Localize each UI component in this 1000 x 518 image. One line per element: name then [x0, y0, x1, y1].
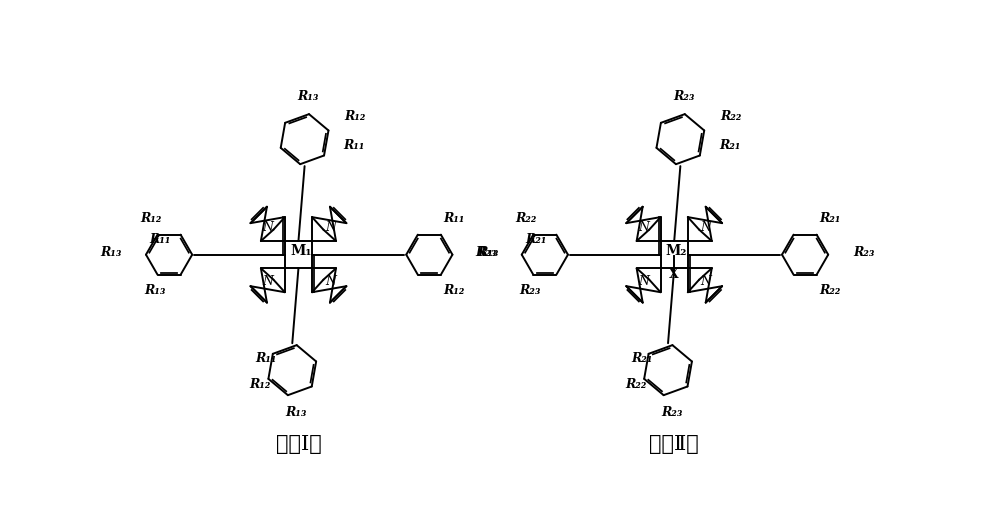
- Text: R₂₃: R₂₃: [674, 90, 695, 103]
- Text: R₂₃: R₂₃: [476, 246, 497, 259]
- Text: N: N: [638, 276, 649, 289]
- Text: R₂₃: R₂₃: [520, 284, 541, 297]
- Text: N: N: [325, 276, 336, 289]
- Text: R₁₁: R₁₁: [343, 139, 364, 152]
- Text: R₁₁: R₁₁: [149, 233, 171, 246]
- Text: R₂₂: R₂₂: [516, 212, 537, 225]
- Text: N: N: [263, 276, 274, 289]
- Text: R₁₃: R₁₃: [477, 246, 498, 259]
- Text: R₁₃: R₁₃: [144, 284, 165, 297]
- Text: R₂₁: R₂₁: [525, 233, 546, 246]
- Text: M₂: M₂: [666, 244, 687, 258]
- Text: R₁₂: R₁₂: [443, 284, 465, 297]
- Text: R₂₁: R₂₁: [819, 212, 840, 225]
- Text: R₁₁: R₁₁: [256, 352, 277, 365]
- Text: N: N: [263, 221, 274, 234]
- Text: M₁: M₁: [290, 244, 312, 258]
- Text: X: X: [669, 268, 679, 281]
- Text: R₂₂: R₂₂: [625, 378, 646, 391]
- Text: R₁₁: R₁₁: [443, 212, 465, 225]
- Text: N: N: [701, 276, 712, 289]
- Text: R₁₃: R₁₃: [100, 246, 121, 259]
- Text: 式（Ⅱ）: 式（Ⅱ）: [649, 435, 699, 454]
- Text: R₁₃: R₁₃: [285, 406, 307, 419]
- Text: R₂₃: R₂₃: [661, 406, 683, 419]
- Text: R₂₁: R₂₁: [631, 352, 653, 365]
- Text: R₂₃: R₂₃: [853, 246, 874, 259]
- Text: 式（Ⅰ）: 式（Ⅰ）: [276, 435, 321, 454]
- Text: N: N: [701, 221, 712, 234]
- Text: N: N: [638, 221, 649, 234]
- Text: N: N: [325, 221, 336, 234]
- Text: R₁₂: R₁₂: [345, 110, 366, 123]
- Text: R₂₂: R₂₂: [720, 110, 742, 123]
- Text: R₂₂: R₂₂: [819, 284, 840, 297]
- Text: R₂₁: R₂₁: [719, 139, 740, 152]
- Text: R₁₃: R₁₃: [298, 90, 319, 103]
- Text: R₁₂: R₁₂: [249, 378, 271, 391]
- Text: R₁₂: R₁₂: [140, 212, 161, 225]
